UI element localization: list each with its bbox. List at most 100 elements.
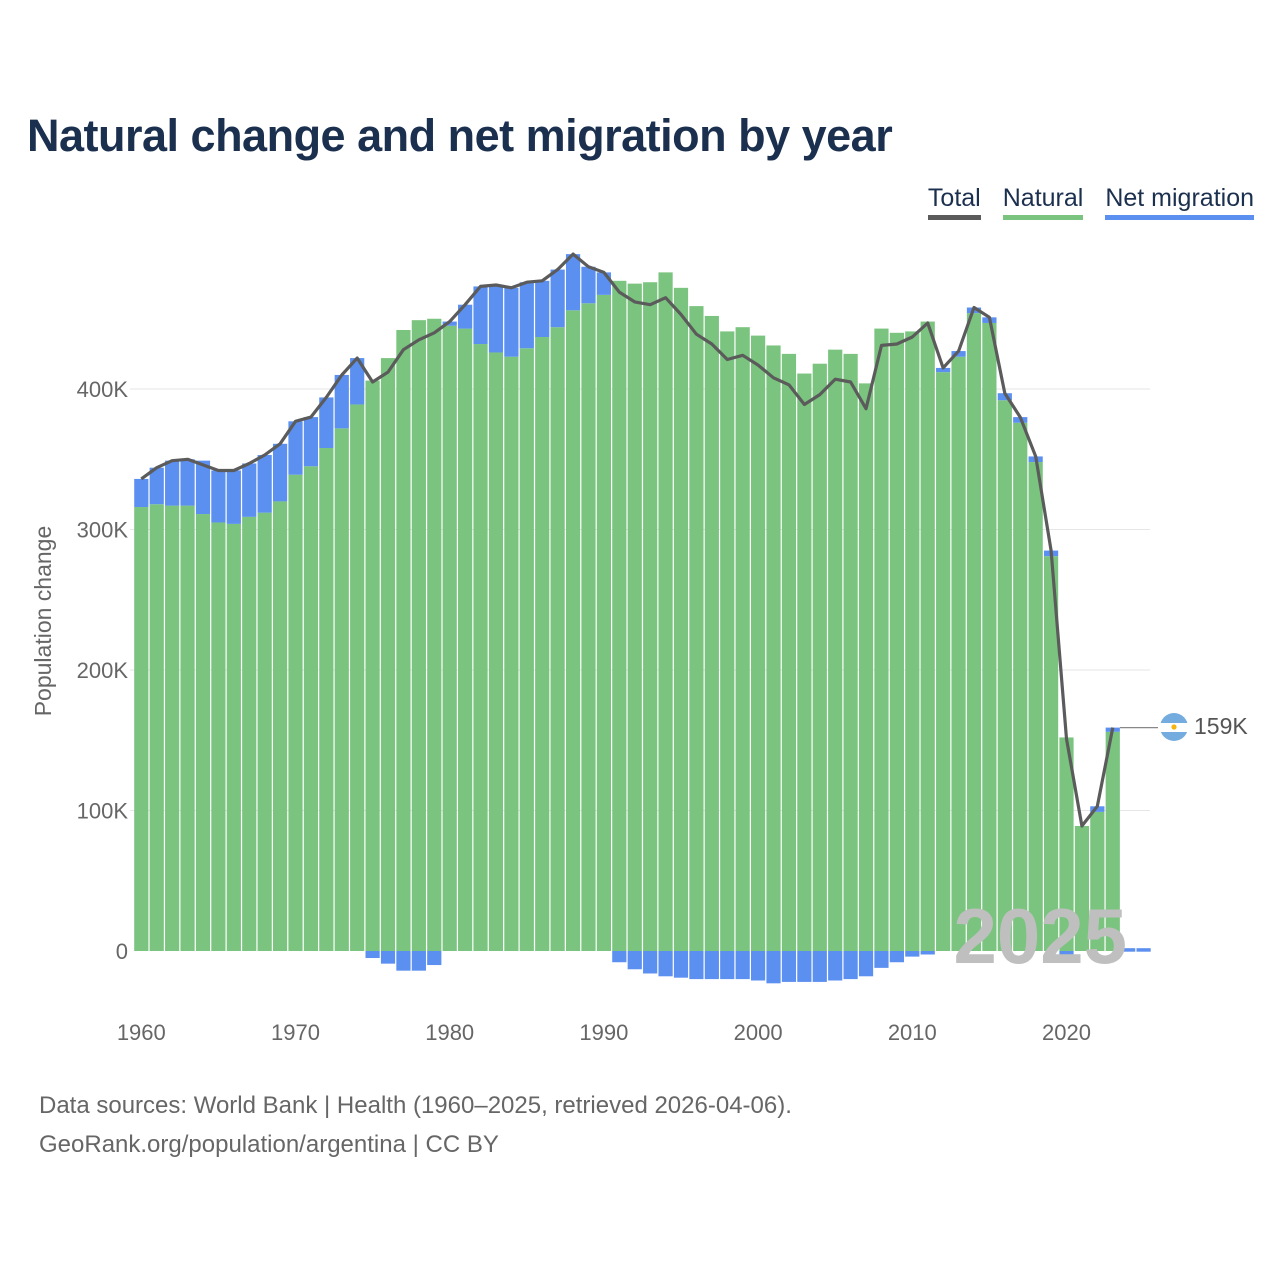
footer: Data sources: World Bank | Health (1960–… (39, 1086, 792, 1164)
net-migration-bar (411, 951, 426, 971)
natural-bar (195, 514, 211, 951)
y-tick-label: 300K (77, 518, 129, 543)
net-migration-bar (874, 951, 889, 968)
x-tick-label: 2000 (734, 1020, 783, 1045)
natural-bar (458, 328, 473, 952)
natural-bar (1090, 811, 1105, 951)
net-migration-bar (997, 393, 1012, 401)
natural-bar (488, 352, 504, 952)
natural-bar (1013, 422, 1028, 952)
natural-bar (303, 466, 319, 951)
net-migration-bar (812, 951, 827, 982)
net-migration-bar (627, 951, 642, 970)
net-migration-bar (673, 951, 689, 978)
natural-bar (165, 505, 180, 951)
x-tick-label: 1980 (425, 1020, 474, 1045)
natural-bar (936, 372, 951, 951)
natural-bar (673, 287, 689, 952)
legend-total[interactable]: Total (927, 184, 981, 220)
source-url-text[interactable]: GeoRank.org/population/argentina | CC BY (39, 1131, 499, 1158)
natural-bar (427, 318, 442, 951)
natural-bar (134, 507, 149, 951)
natural-bar (643, 282, 658, 952)
net-migration-bar (704, 951, 719, 980)
net-migration-bar (334, 374, 349, 429)
year-watermark: 2025 (953, 892, 1127, 980)
net-migration-bar (565, 254, 581, 311)
net-migration-bar (165, 460, 180, 506)
natural-bar (982, 322, 997, 952)
net-migration-bar (149, 467, 164, 505)
net-migration-bar (257, 455, 272, 513)
natural-bar (180, 505, 195, 951)
net-migration-bar (272, 443, 288, 502)
y-axis-ticks: 0 100K 200K 300K 400K (77, 377, 129, 964)
natural-bar (966, 313, 982, 951)
end-value-label: 159K (1194, 713, 1248, 739)
bars (134, 254, 1151, 984)
net-migration-bar (735, 951, 750, 980)
natural-bar (797, 373, 812, 951)
natural-bar (751, 335, 766, 951)
x-tick-label: 1970 (271, 1020, 320, 1045)
natural-bar (226, 523, 241, 951)
natural-bar (442, 325, 457, 951)
net-migration-bar (658, 951, 673, 977)
net-migration-bar (350, 358, 365, 405)
natural-bar (257, 512, 272, 951)
legend-natural[interactable]: Natural (1002, 184, 1084, 220)
x-tick-label: 2010 (888, 1020, 937, 1045)
legend: Total Natural Net migration (927, 184, 1254, 220)
net-migration-bar (751, 951, 766, 981)
net-migration-bar (226, 470, 241, 524)
net-migration-bar (596, 272, 611, 295)
natural-bar (319, 448, 334, 951)
natural-bar (1074, 825, 1090, 951)
net-migration-bar (828, 951, 843, 981)
natural-bar (519, 348, 534, 951)
net-migration-bar (380, 951, 396, 964)
natural-bar (365, 380, 380, 951)
net-migration-bar (920, 951, 935, 955)
natural-bar (149, 504, 164, 951)
natural-bar (612, 280, 627, 951)
net-migration-bar (581, 266, 596, 304)
net-migration-bar (519, 282, 534, 349)
chart-title: Natural change and net migration by year (27, 110, 893, 161)
natural-bar (1028, 462, 1043, 951)
net-migration-bar (1090, 806, 1105, 812)
net-migration-bar (643, 951, 658, 974)
total-line (140, 252, 1115, 828)
net-migration-bar (781, 951, 797, 982)
net-migration-bar (889, 951, 904, 963)
data-source-text: Data sources: World Bank | Health (1960–… (39, 1092, 792, 1119)
net-migration-bar (797, 951, 812, 982)
natural-bar (689, 306, 704, 952)
natural-bar (781, 353, 797, 951)
natural-bar (565, 310, 581, 951)
y-tick-label: 100K (77, 799, 129, 824)
natural-bar (735, 327, 750, 951)
natural-bar (951, 356, 966, 951)
net-migration-bar (1121, 948, 1136, 952)
natural-bar (997, 400, 1012, 951)
natural-bar (766, 345, 781, 951)
net-migration-bar (936, 367, 951, 373)
natural-bar (828, 349, 843, 951)
natural-bar (1059, 737, 1074, 951)
net-migration-bar (766, 951, 781, 984)
net-migration-bar (442, 321, 457, 326)
y-axis-label: Population change (30, 526, 56, 717)
net-migration-bar (504, 287, 519, 357)
legend-net-migration[interactable]: Net migration (1105, 184, 1254, 220)
natural-bar (504, 356, 519, 951)
natural-bar (211, 522, 226, 951)
natural-bar (812, 363, 827, 952)
natural-bar (334, 428, 349, 952)
net-migration-bar (180, 459, 195, 506)
net-migration-bar (134, 478, 149, 508)
natural-bar (627, 283, 642, 951)
natural-bar (411, 320, 426, 951)
argentina-flag-icon (1160, 713, 1188, 741)
x-tick-label: 1960 (117, 1020, 166, 1045)
